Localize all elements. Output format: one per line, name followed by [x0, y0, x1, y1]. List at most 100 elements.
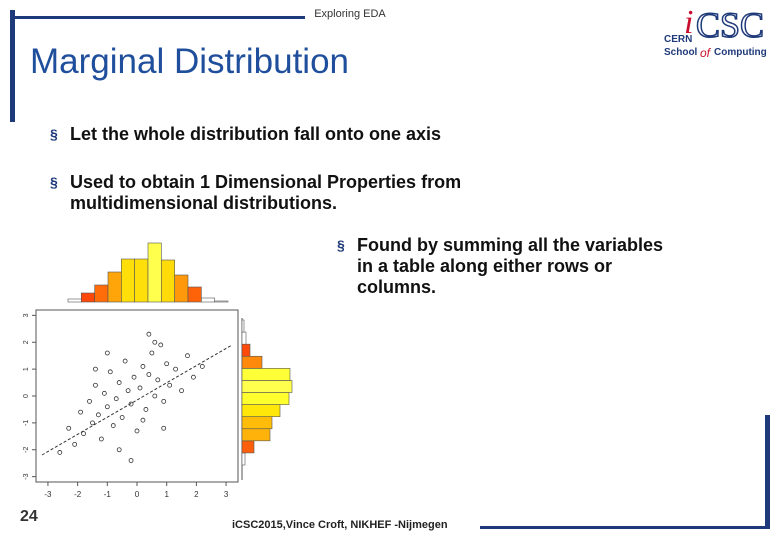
top-hist-bar: [94, 284, 109, 303]
point: [134, 428, 140, 434]
top-hist-bar: [147, 242, 162, 303]
point: [57, 450, 63, 455]
top-hist-bar: [187, 286, 202, 303]
point: [143, 407, 149, 412]
point: [87, 398, 92, 404]
point: [90, 420, 95, 426]
point: [104, 350, 110, 356]
point: [113, 396, 119, 402]
x-tick-label: 3: [224, 490, 229, 499]
point: [81, 431, 86, 437]
point: [185, 353, 190, 359]
footer-credit: iCSC2015,Vince Croft, NIKHEF -Nijmegen: [232, 519, 448, 531]
point: [161, 398, 167, 404]
point: [116, 447, 122, 453]
top-hist-bar: [161, 259, 175, 303]
x-tick-label: -1: [104, 490, 112, 499]
point: [107, 369, 113, 375]
point: [128, 458, 134, 463]
point: [191, 374, 196, 380]
point: [93, 382, 98, 388]
section-label: Exploring EDA: [314, 8, 386, 20]
right-hist-bar: [241, 331, 247, 345]
y-tick-label: 1: [23, 367, 30, 371]
bullet: § Used to obtain 1 Dimensional Properties…: [50, 172, 462, 214]
point: [128, 401, 134, 407]
logo-school: School: [664, 47, 698, 58]
point: [179, 388, 184, 394]
top-rule: [10, 16, 305, 19]
logo-computing: Computing: [714, 47, 767, 58]
bullet-line: multidimensional distributions.: [70, 193, 338, 213]
top-hist-bar: [134, 258, 149, 303]
bullet-line: Let the whole distribution fall onto one…: [70, 124, 442, 144]
bullet-marker: §: [50, 126, 58, 142]
logo: i CSC CERN School of Computing: [662, 4, 772, 70]
point: [158, 342, 164, 348]
bullet-line: Used to obtain 1 Dimensional Properties …: [70, 172, 462, 192]
point: [155, 377, 161, 383]
top-hist-bar: [214, 300, 229, 303]
point: [173, 366, 178, 372]
right-bar: [765, 415, 770, 529]
x-tick-label: -3: [44, 490, 52, 499]
point: [131, 374, 137, 380]
point: [199, 364, 205, 369]
point: [152, 339, 158, 345]
point: [116, 380, 122, 385]
point: [104, 404, 110, 410]
point: [125, 388, 131, 394]
bullet-line: columns.: [357, 277, 437, 297]
point: [137, 385, 143, 391]
right-hist-bar: [241, 380, 293, 393]
slide-title: Marginal Distribution: [30, 42, 350, 81]
logo-of: of: [700, 46, 711, 60]
y-tick-label: -3: [23, 473, 30, 479]
bottom-rule: [480, 526, 770, 529]
point: [149, 350, 155, 356]
y-tick-label: 2: [23, 340, 30, 344]
bullet-marker: §: [50, 174, 58, 190]
x-tick-label: 0: [135, 490, 140, 499]
logo-i: i: [684, 4, 694, 41]
x-tick-label: 2: [194, 490, 199, 499]
point: [122, 358, 128, 364]
right-hist-bar: [241, 404, 281, 417]
point: [140, 417, 146, 423]
bullet: § Let the whole distribution fall onto on…: [50, 124, 442, 145]
x-tick-label: 1: [164, 490, 169, 499]
top-hist-bar: [107, 271, 122, 303]
y-tick-label: -2: [23, 447, 30, 453]
top-hist-bar: [201, 297, 215, 303]
bullet-line: in a table along either rows or: [357, 256, 613, 276]
x-tick-label: -2: [74, 490, 82, 499]
point: [164, 361, 170, 367]
top-hist-bar: [67, 298, 82, 303]
y-tick-label: 3: [23, 313, 30, 317]
point: [98, 436, 104, 442]
point: [96, 412, 101, 418]
bullet: § Found by summing all the variables in a …: [337, 235, 663, 298]
right-hist-bar: [241, 392, 290, 405]
point: [72, 441, 78, 447]
point: [110, 423, 116, 428]
y-tick-label: -1: [23, 420, 30, 426]
right-hist-bar: [241, 355, 263, 369]
top-hist-bar: [174, 274, 189, 303]
logo-csc: CSC: [695, 4, 765, 46]
left-bar: [10, 10, 15, 122]
point: [167, 382, 173, 388]
plot-frame: [35, 309, 239, 483]
point: [119, 415, 125, 420]
page-number: 24: [20, 508, 38, 525]
bullet-marker: §: [337, 237, 345, 253]
point: [66, 425, 72, 431]
point: [161, 425, 167, 431]
point: [78, 409, 83, 415]
point: [101, 390, 107, 396]
point: [152, 393, 158, 399]
right-hist-bar: [241, 319, 245, 333]
